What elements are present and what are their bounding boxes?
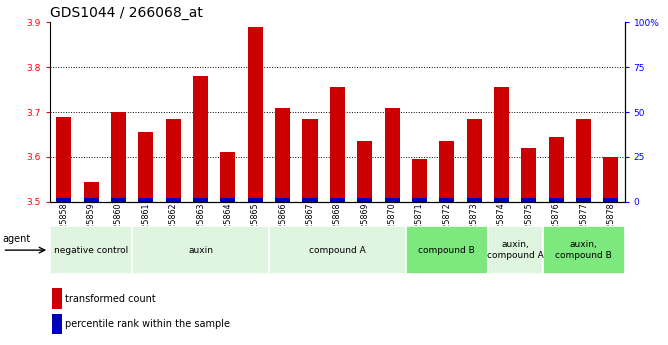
Text: auxin: auxin [188,246,213,255]
Bar [521,148,536,202]
Bar [466,119,482,202]
Text: percentile rank within the sample: percentile rank within the sample [65,319,230,329]
Bar [603,157,619,202]
Text: GSM25873: GSM25873 [470,202,478,246]
Bar [303,198,317,202]
Bar [548,198,564,202]
Bar [603,198,619,202]
Bar [385,198,399,202]
Text: GSM25864: GSM25864 [223,202,232,246]
Bar [248,198,263,202]
Bar [56,198,71,202]
Bar [52,288,61,309]
Bar [440,198,454,202]
Text: GSM25870: GSM25870 [387,202,397,246]
Bar [412,198,427,202]
Bar [220,198,235,202]
Text: GSM25872: GSM25872 [442,202,452,246]
Bar [138,198,154,202]
Bar [521,198,536,202]
Text: GSM25859: GSM25859 [87,202,96,246]
Text: transformed count: transformed count [65,294,156,304]
Bar [494,87,509,202]
Text: GSM25869: GSM25869 [360,202,369,246]
Bar [248,27,263,202]
Bar [542,226,625,274]
Bar [132,226,269,274]
Bar [357,198,372,202]
Bar [138,132,154,202]
Bar [111,112,126,202]
Bar [466,198,482,202]
Text: GSM25858: GSM25858 [59,202,68,246]
Bar [275,198,290,202]
Bar [52,314,61,334]
Bar [548,137,564,202]
Text: GSM25862: GSM25862 [169,202,178,246]
Bar [56,117,71,202]
Text: GSM25867: GSM25867 [305,202,315,246]
Text: GSM25875: GSM25875 [524,202,533,246]
Bar [576,119,591,202]
Text: compound A: compound A [309,246,365,255]
Bar [494,198,509,202]
Bar [166,198,181,202]
Bar [357,141,372,202]
Text: GDS1044 / 266068_at: GDS1044 / 266068_at [50,6,203,20]
Bar [220,152,235,202]
Bar [84,182,99,202]
Text: agent: agent [3,235,31,245]
Text: GSM25863: GSM25863 [196,202,205,246]
Text: GSM25877: GSM25877 [579,202,588,246]
Bar [576,198,591,202]
Bar [111,198,126,202]
Bar [405,226,488,274]
Text: GSM25868: GSM25868 [333,202,342,246]
Bar [193,76,208,202]
Bar [275,108,290,202]
Bar [166,119,181,202]
Text: GSM25860: GSM25860 [114,202,123,246]
Text: auxin,
compound A: auxin, compound A [487,240,544,260]
Bar [488,226,542,274]
Bar [330,198,345,202]
Bar [193,198,208,202]
Text: auxin,
compound B: auxin, compound B [555,240,612,260]
Bar [50,226,132,274]
Text: GSM25866: GSM25866 [278,202,287,246]
Text: GSM25874: GSM25874 [497,202,506,246]
Bar [269,226,405,274]
Text: GSM25871: GSM25871 [415,202,424,246]
Bar [440,141,454,202]
Text: GSM25865: GSM25865 [250,202,260,246]
Bar [385,108,399,202]
Bar [84,198,99,202]
Bar [330,87,345,202]
Bar [412,159,427,202]
Text: GSM25876: GSM25876 [552,202,560,246]
Bar [303,119,317,202]
Text: compound B: compound B [418,246,475,255]
Text: negative control: negative control [54,246,128,255]
Text: GSM25861: GSM25861 [142,202,150,246]
Text: GSM25878: GSM25878 [607,202,615,246]
